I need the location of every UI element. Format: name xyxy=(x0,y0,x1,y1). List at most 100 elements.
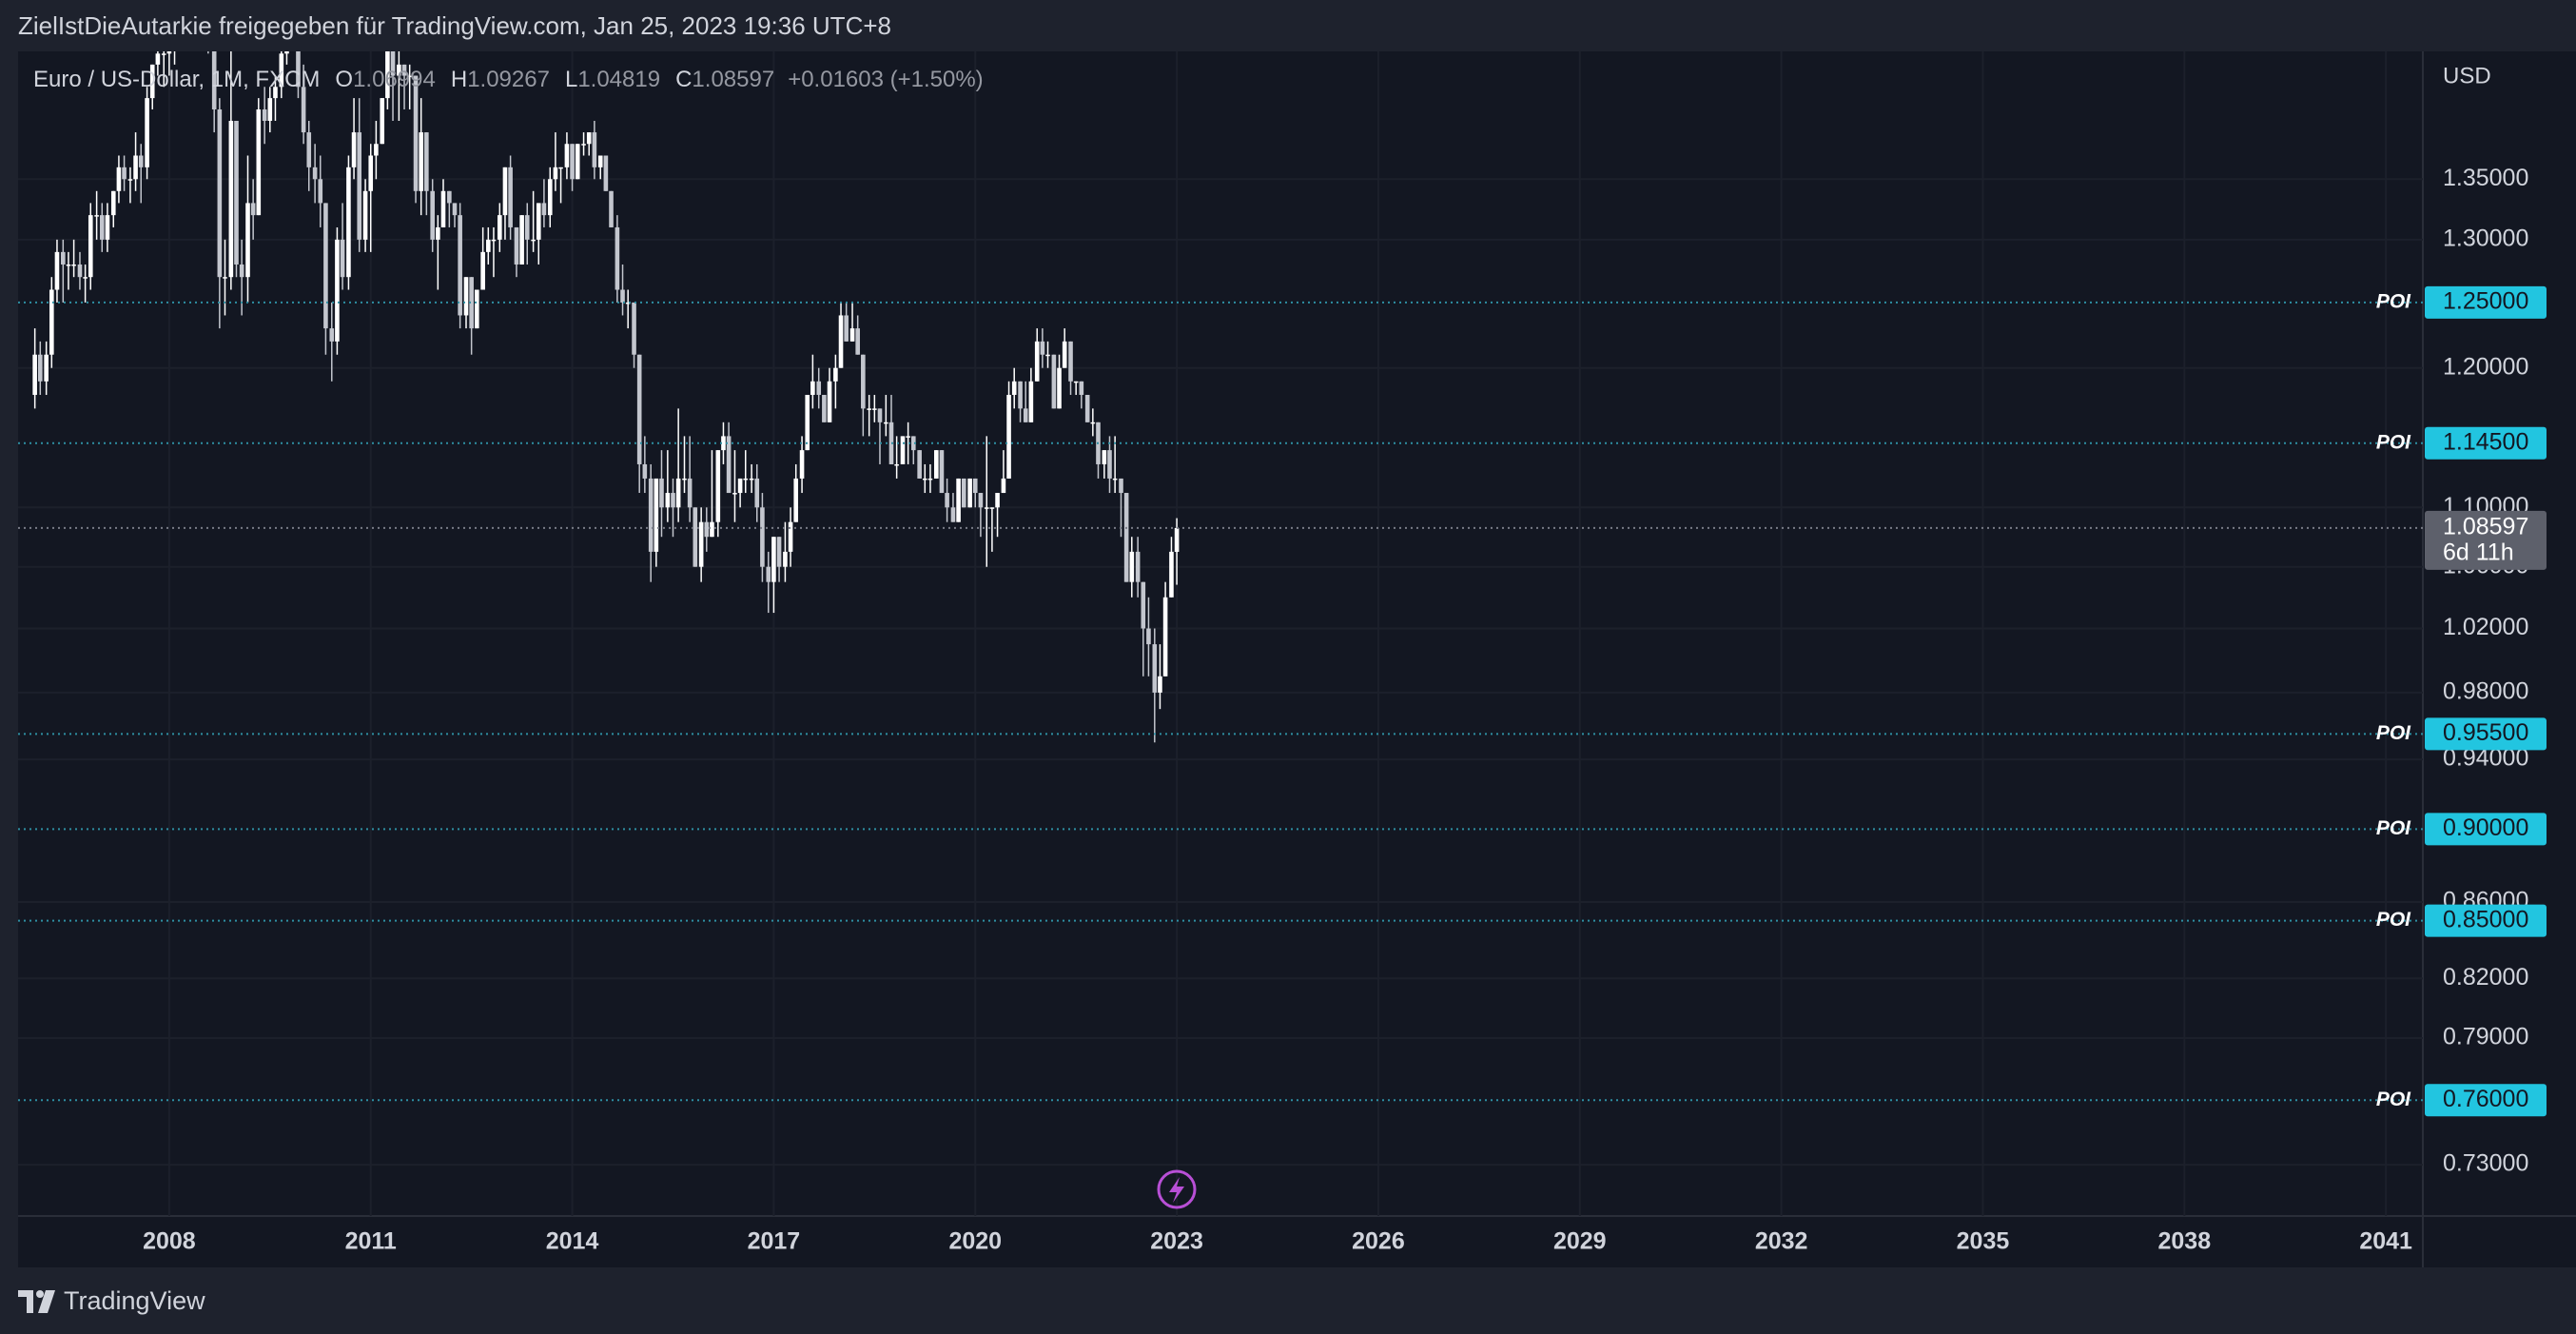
candle-body xyxy=(228,121,234,278)
x-tick-label: 2011 xyxy=(345,1228,397,1255)
candle-body xyxy=(83,277,88,279)
y-tick-label: 0.79000 xyxy=(2443,1024,2528,1050)
candle-body xyxy=(615,226,620,290)
candle-body xyxy=(1057,367,1062,409)
banner: ZielIstDieAutarkie freigegeben für Tradi… xyxy=(18,11,891,40)
candle-body xyxy=(1001,478,1006,494)
candle-body xyxy=(536,203,541,240)
event-icon[interactable] xyxy=(1157,1169,1197,1209)
candle-body xyxy=(810,381,815,396)
candle-body xyxy=(956,478,961,522)
candle-body xyxy=(805,395,810,451)
candle-body xyxy=(1023,408,1028,422)
candle-body xyxy=(1011,381,1017,396)
candle-body xyxy=(625,302,631,304)
footer-brand: TradingView xyxy=(64,1286,205,1315)
event-circle[interactable] xyxy=(1157,1169,1197,1209)
candle-body xyxy=(424,132,429,191)
logo xyxy=(18,1290,55,1313)
candle-body xyxy=(648,478,654,552)
candle-body xyxy=(917,450,922,479)
candle-body xyxy=(273,87,278,99)
candle-body xyxy=(368,155,374,191)
candle-body xyxy=(682,478,687,481)
candle-body xyxy=(558,167,563,169)
candle-body xyxy=(88,215,93,278)
candle-body xyxy=(827,381,832,422)
poi-text: POI xyxy=(2376,290,2411,312)
poi-price-box xyxy=(2425,1084,2547,1117)
candle-body xyxy=(223,277,227,279)
candle-body xyxy=(1068,341,1073,382)
candle-body xyxy=(867,408,871,410)
candle-body xyxy=(469,277,474,329)
candle-body xyxy=(474,289,479,329)
candle-body xyxy=(760,507,765,567)
candle-body xyxy=(390,51,396,76)
candle-body xyxy=(900,436,906,464)
candle-body xyxy=(609,190,614,227)
candle-body xyxy=(362,190,368,240)
candle-body xyxy=(984,507,989,509)
candle-body xyxy=(49,289,54,355)
candle-body xyxy=(564,144,570,167)
candle-body xyxy=(133,155,138,180)
candle-body xyxy=(306,132,312,167)
candle-body xyxy=(1051,354,1057,409)
candle-body xyxy=(766,566,771,582)
overlays: 1.350001.300001.200001.100001.060001.020… xyxy=(33,67,2547,1255)
candle-body xyxy=(995,493,1000,508)
candle-body xyxy=(105,215,110,240)
poi-price-label: 0.95500 xyxy=(2443,719,2528,746)
x-tick-label: 2020 xyxy=(948,1228,1002,1255)
candle-body xyxy=(66,264,71,266)
candle-body xyxy=(636,354,642,464)
poi-price-label: 0.76000 xyxy=(2443,1086,2528,1112)
candle-body xyxy=(122,167,127,180)
candle-body xyxy=(1158,676,1162,693)
candle-body xyxy=(989,507,995,509)
candle-body xyxy=(519,215,524,265)
poi-text: POI xyxy=(2376,909,2411,931)
logo-slash xyxy=(38,1290,55,1313)
candle-body xyxy=(586,132,592,145)
candle-body xyxy=(498,215,502,240)
candle-body xyxy=(1006,395,1011,479)
candle-body xyxy=(296,51,301,88)
candle-body xyxy=(1129,551,1135,582)
candle-body xyxy=(575,144,580,180)
ohlc-value: 1.04819 xyxy=(577,67,660,92)
grid xyxy=(18,51,2423,1216)
candle-body xyxy=(687,478,693,508)
ohlc-value: 1.09267 xyxy=(467,67,550,92)
candle-body xyxy=(1141,581,1146,629)
candle-body xyxy=(1123,493,1129,582)
candle-body xyxy=(1146,628,1151,645)
candle-body xyxy=(603,155,609,191)
candle-body xyxy=(440,190,446,227)
candle-body xyxy=(312,167,318,180)
symbol-title: Euro / US-Dollar, 1M, FXCM xyxy=(33,67,320,92)
candle-body xyxy=(654,478,659,552)
candle-body xyxy=(541,203,547,216)
plot xyxy=(18,51,2423,1102)
x-tick-label: 2029 xyxy=(1553,1228,1607,1255)
candle-body xyxy=(822,395,827,422)
candle-body xyxy=(54,251,60,290)
candle-body xyxy=(1034,341,1040,382)
candle-body xyxy=(77,264,83,278)
lightning[interactable] xyxy=(1169,1177,1184,1203)
candle-body xyxy=(833,367,838,382)
candle-body xyxy=(211,51,217,110)
candle-body xyxy=(838,315,844,368)
candle-body xyxy=(849,328,855,342)
candle-body xyxy=(217,109,223,278)
poi-price-label: 1.25000 xyxy=(2443,288,2528,315)
candle-body xyxy=(397,64,401,76)
candle-body xyxy=(553,167,558,180)
candle-body xyxy=(1062,341,1067,368)
candle-body xyxy=(547,179,553,216)
candle-body xyxy=(1090,422,1096,424)
candle-body xyxy=(267,98,273,122)
